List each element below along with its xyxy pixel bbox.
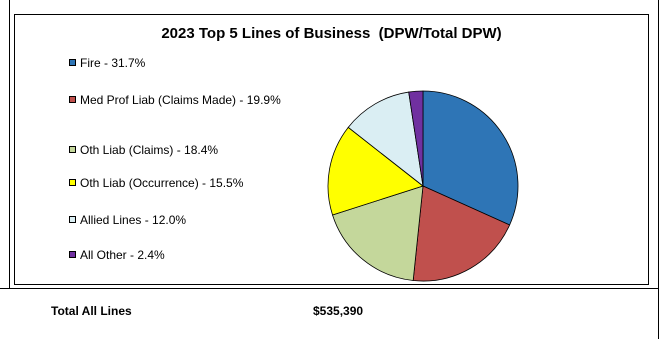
cell-border-right xyxy=(658,0,659,339)
legend-swatch xyxy=(69,179,76,186)
legend-swatch xyxy=(69,59,76,66)
pie-slice xyxy=(332,185,424,281)
cell-border-left-stub xyxy=(0,288,9,289)
legend-label: Allied Lines - 12.0% xyxy=(80,213,187,227)
legend-label: Oth Liab (Occurrence) - 15.5% xyxy=(80,176,244,190)
cell-border-bottom xyxy=(9,288,659,289)
pie-chart xyxy=(327,90,519,282)
total-label: Total All Lines xyxy=(51,304,132,318)
chart-title: 2023 Top 5 Lines of Business (DPW/Total … xyxy=(161,25,502,42)
legend-label: Oth Liab (Claims) - 18.4% xyxy=(80,143,219,157)
total-value: $535,390 xyxy=(313,304,364,318)
legend-swatch xyxy=(69,146,76,153)
pie-slice xyxy=(422,90,519,226)
legend-swatch xyxy=(69,216,76,223)
legend-swatch xyxy=(69,96,76,103)
legend-swatch xyxy=(69,251,76,258)
legend-label: Fire - 31.7% xyxy=(80,56,146,70)
cell-border-left xyxy=(9,0,10,289)
pie-slice xyxy=(327,126,424,216)
legend-label: All Other - 2.4% xyxy=(80,248,165,262)
pie-slice xyxy=(412,185,511,282)
pie-slice xyxy=(347,91,424,187)
legend-label: Med Prof Liab (Claims Made) - 19.9% xyxy=(80,93,281,107)
chart-container: 2023 Top 5 Lines of Business (DPW/Total … xyxy=(14,14,649,285)
pie-slice xyxy=(408,90,424,187)
